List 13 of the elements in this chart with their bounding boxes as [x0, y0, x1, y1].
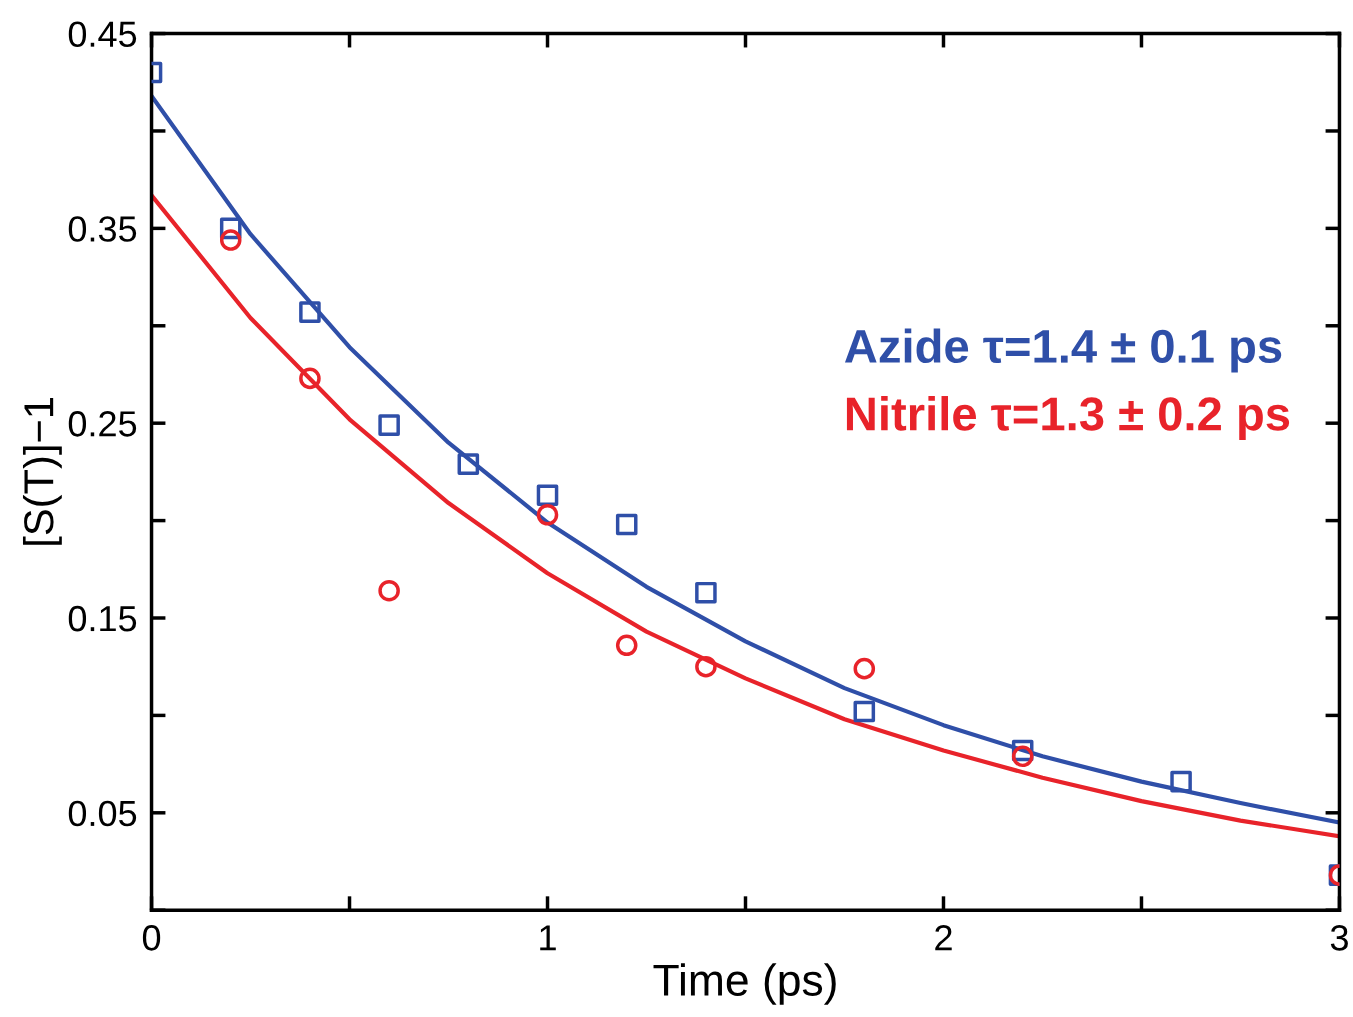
x-tick-label: 3 — [1330, 925, 1348, 951]
y-tick-label: 0.45 — [68, 21, 137, 47]
y-tick-label: 0.25 — [68, 411, 137, 437]
x-axis-title: Time (ps) — [653, 963, 836, 1005]
text: Nitrile τ=1.3 ± 0.2 ps — [846, 396, 1290, 441]
text: Azide τ=1.4 ± 0.1 ps — [844, 328, 1282, 373]
x-tick-label: 2 — [935, 925, 952, 951]
y-tick-label: 0.35 — [68, 216, 137, 242]
x-tick-label: 0 — [142, 925, 161, 951]
y-tick-label: 0.05 — [68, 800, 137, 827]
y-tick-label: 0.15 — [68, 605, 137, 632]
y-axis-title: [S(T)]−1 — [22, 398, 62, 545]
x-tick-label: 1 — [540, 925, 556, 951]
